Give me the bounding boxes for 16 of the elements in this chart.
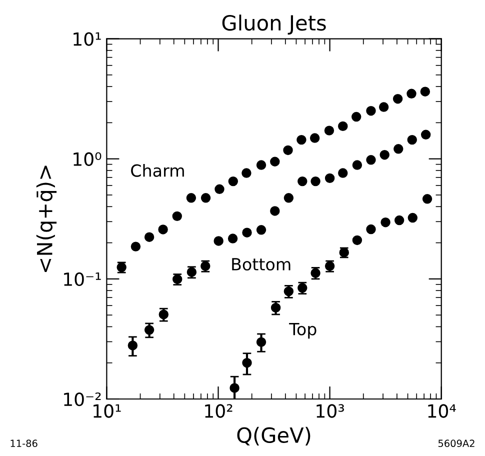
annotation: Top [289,323,316,339]
x-tick-label: 10⁴ [428,404,456,418]
y-tick-label: 10⁻² [64,392,101,406]
text: 5609A2 [438,440,474,448]
x-tick-label: 10³ [316,404,344,418]
chart-title: Gluon Jets [222,14,326,35]
x-tick-label: 10² [205,404,232,418]
x-axis-title: Q(GeV) [237,426,310,446]
y-tick-label: 10⁰ [74,152,102,166]
y-axis-title: <N(q+q̄)> [36,166,57,272]
annotation: Bottom [232,258,290,271]
y-tick-label: 10¹ [74,32,101,46]
text: 11-86 [10,440,38,448]
annotation: Charm [131,164,184,177]
y-tick-label: 10⁻¹ [64,272,101,286]
x-tick-label: 10¹ [94,404,121,418]
